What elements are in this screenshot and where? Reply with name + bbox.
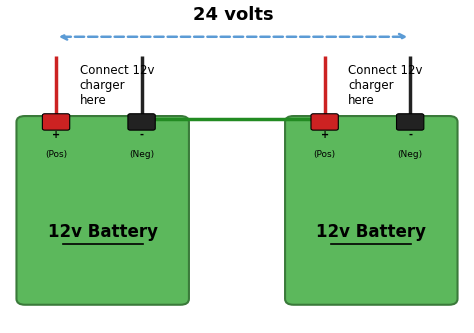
- Text: +: +: [320, 130, 328, 140]
- FancyBboxPatch shape: [397, 114, 424, 130]
- Text: Connect 12v
charger
here: Connect 12v charger here: [348, 64, 423, 108]
- Text: 12v Battery: 12v Battery: [316, 223, 426, 241]
- Text: (Neg): (Neg): [129, 150, 154, 159]
- FancyBboxPatch shape: [285, 116, 457, 305]
- FancyBboxPatch shape: [311, 114, 338, 130]
- Text: +: +: [52, 130, 60, 140]
- Text: 24 volts: 24 volts: [193, 6, 273, 24]
- FancyBboxPatch shape: [17, 116, 189, 305]
- Text: Connect 12v
charger
here: Connect 12v charger here: [80, 64, 154, 108]
- FancyBboxPatch shape: [128, 114, 155, 130]
- Text: (Pos): (Pos): [314, 150, 336, 159]
- FancyBboxPatch shape: [42, 114, 70, 130]
- Text: (Pos): (Pos): [45, 150, 67, 159]
- Text: 12v Battery: 12v Battery: [48, 223, 158, 241]
- Text: -: -: [408, 130, 412, 140]
- Text: (Neg): (Neg): [398, 150, 423, 159]
- Text: -: -: [139, 130, 144, 140]
